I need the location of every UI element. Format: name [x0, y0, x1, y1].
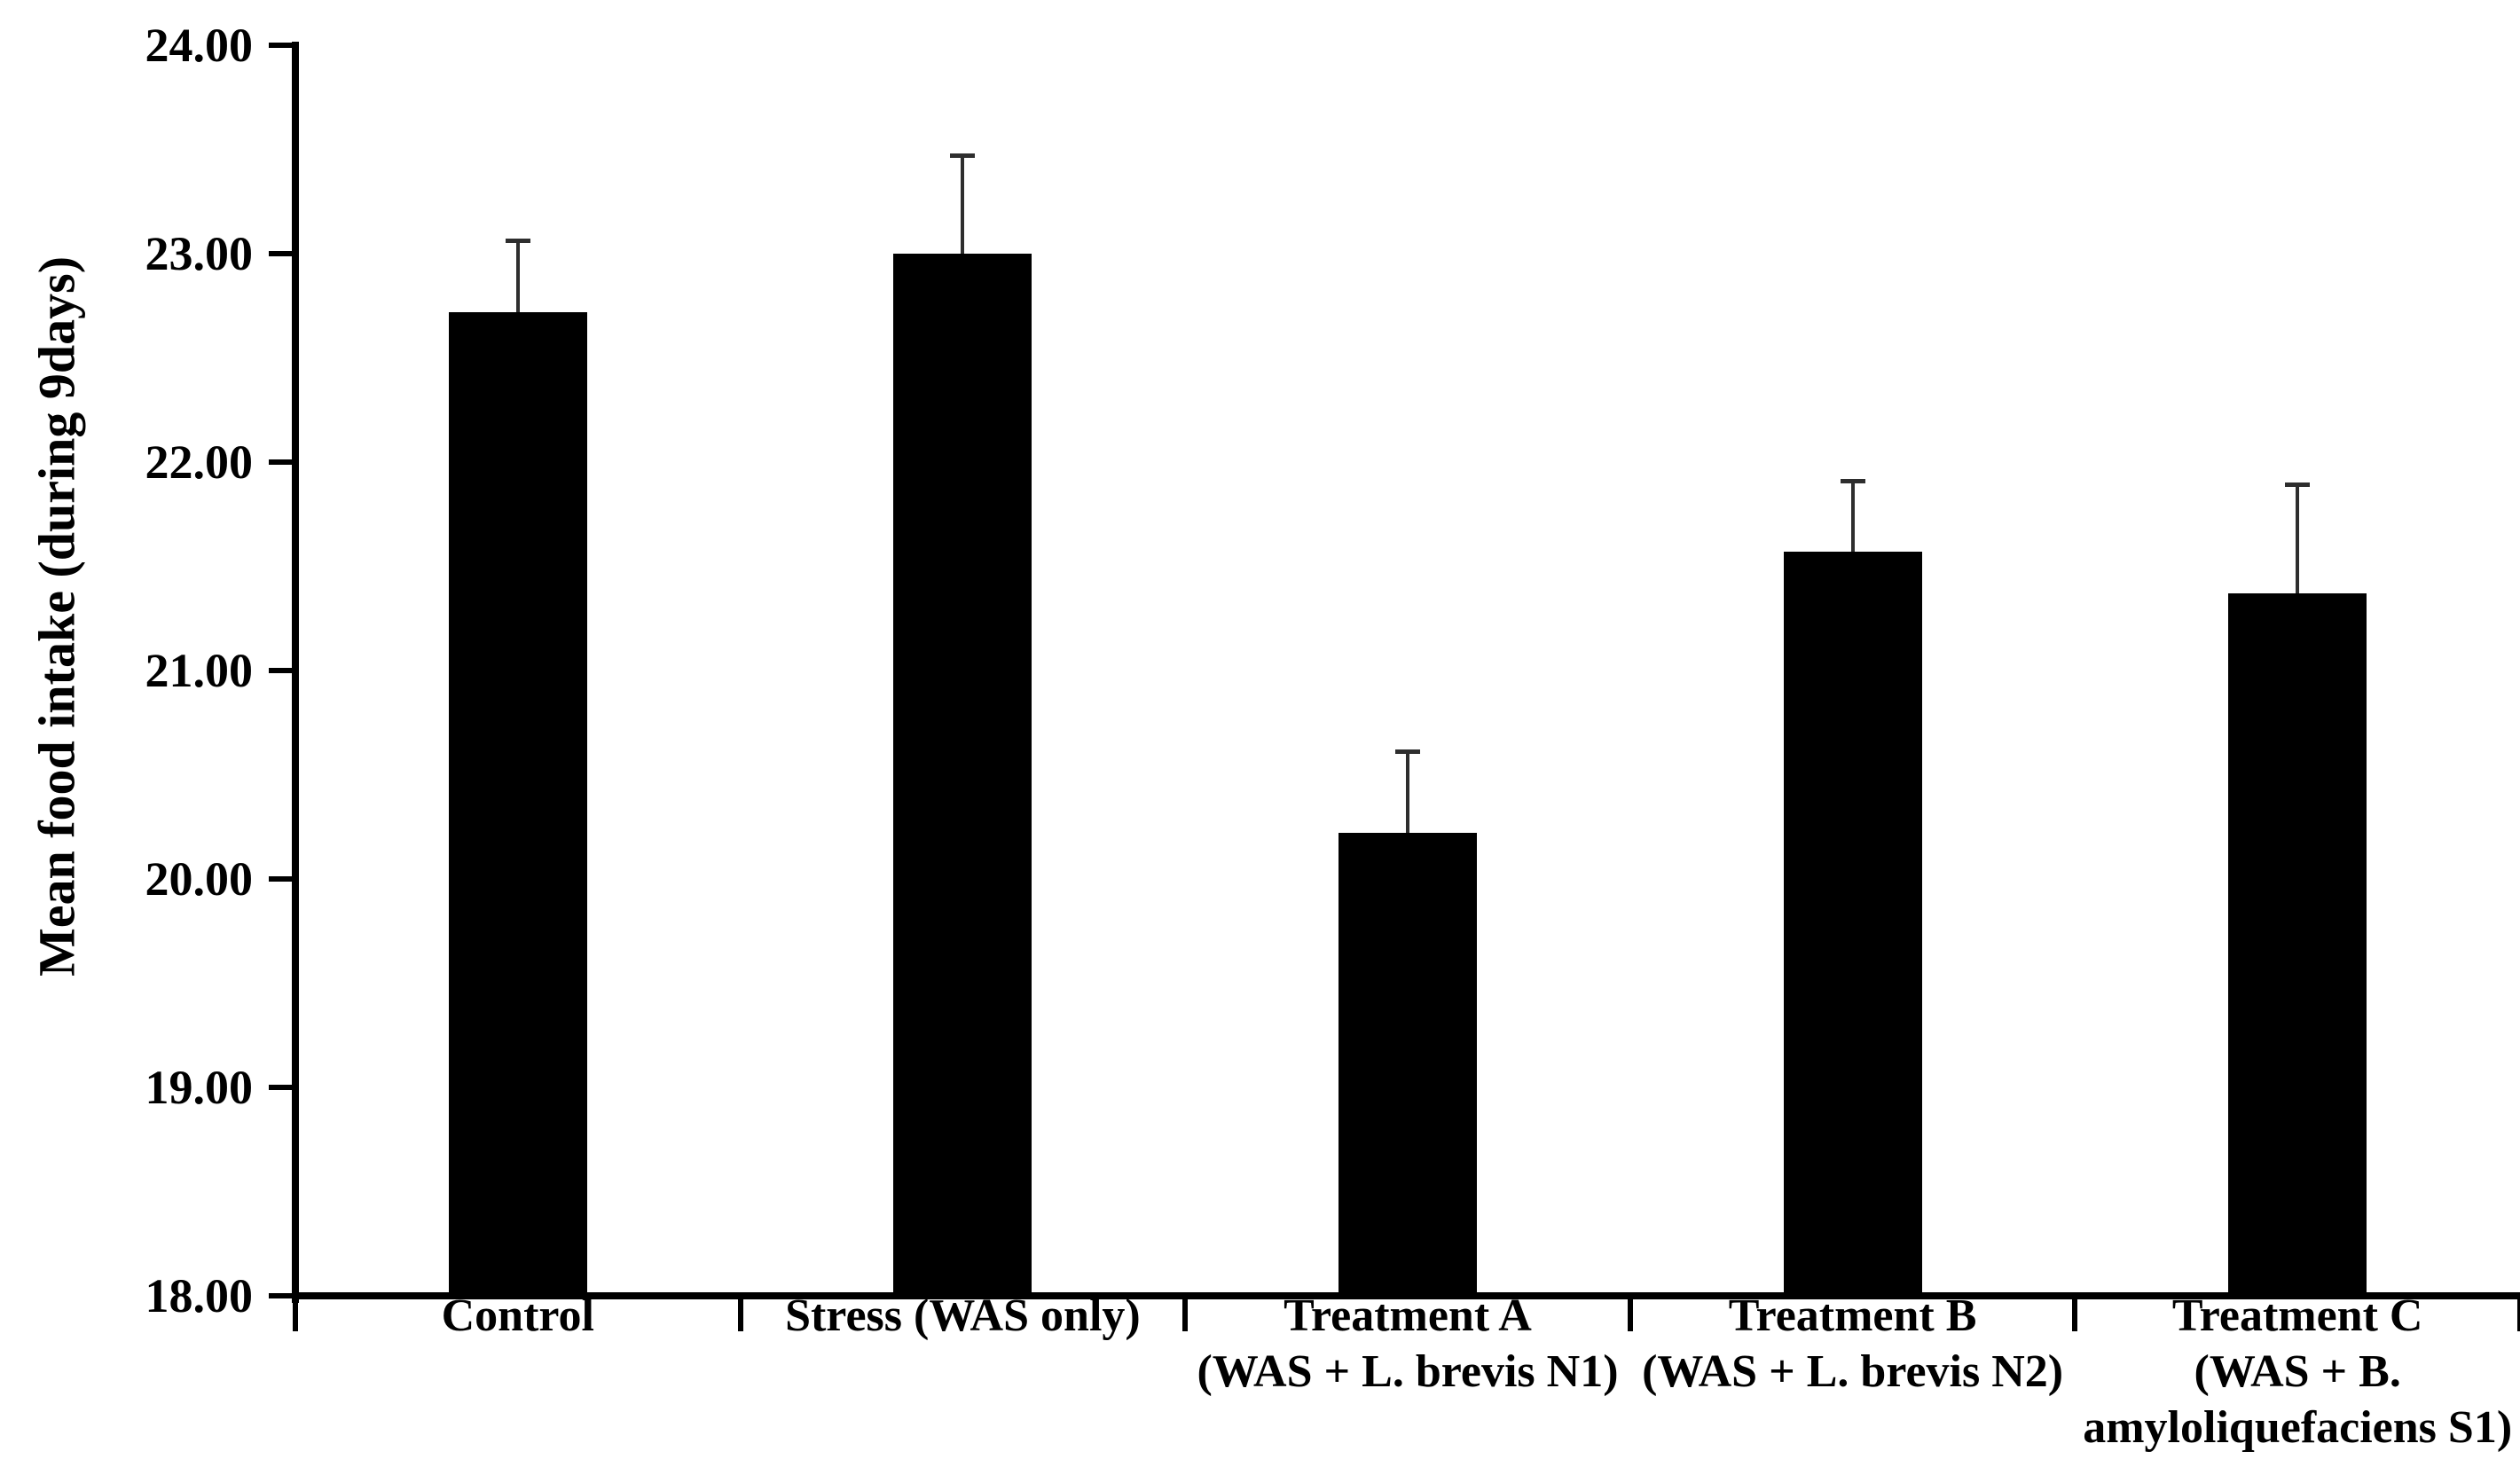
bar-1 [893, 254, 1032, 1296]
x-tick-label-3-line-1: (WAS + L. brevis N2) [1642, 1346, 2064, 1397]
bar-4 [2228, 593, 2367, 1296]
y-tick-mark-24.00 [269, 43, 295, 48]
y-tick-label-18.00: 18.00 [145, 1269, 254, 1322]
y-tick-mark-22.00 [269, 459, 295, 465]
x-tick-label-2-line-0: Treatment A [1284, 1290, 1532, 1341]
y-tick-label-24.00: 24.00 [145, 19, 254, 72]
y-tick-mark-23.00 [269, 251, 295, 256]
y-tick-label-22.00: 22.00 [145, 435, 254, 489]
y-tick-mark-21.00 [269, 668, 295, 673]
bar-0 [448, 311, 587, 1296]
bar-3 [1783, 552, 1922, 1296]
error-bar-line-1 [961, 155, 965, 254]
y-tick-mark-18.00 [269, 1293, 295, 1298]
x-tick-label-1: Stress (WAS only) [785, 1288, 1141, 1344]
y-tick-label-21.00: 21.00 [145, 644, 254, 697]
y-tick-mark-19.00 [269, 1085, 295, 1090]
y-tick-label-23.00: 23.00 [145, 227, 254, 280]
error-bar-line-0 [515, 240, 520, 312]
error-bar-line-2 [1406, 751, 1409, 834]
y-tick-mark-20.00 [269, 876, 295, 882]
x-tick-mark-1 [737, 1299, 743, 1331]
x-tick-label-4-line-1: (WAS + B. [2194, 1346, 2401, 1397]
x-axis-line [292, 1292, 2520, 1299]
y-tick-label-19.00: 19.00 [145, 1061, 254, 1114]
error-bar-line-4 [2296, 484, 2300, 594]
x-tick-label-0-line-0: Control [441, 1290, 594, 1341]
x-tick-mark-5 [2517, 1299, 2520, 1331]
x-tick-label-0: Control [442, 1288, 594, 1344]
error-bar-cap-2 [1395, 749, 1420, 755]
x-tick-label-4-line-2: amyloliquefaciens S1) [2083, 1402, 2513, 1453]
error-bar-cap-3 [1840, 478, 1865, 483]
x-tick-label-1-line-0: Stress (WAS only) [785, 1290, 1141, 1341]
y-tick-label-20.00: 20.00 [145, 852, 254, 906]
x-tick-mark-2 [1182, 1299, 1189, 1331]
error-bar-cap-4 [2285, 482, 2311, 488]
x-tick-mark-3 [1627, 1299, 1633, 1331]
x-tick-mark-4 [2072, 1299, 2078, 1331]
x-tick-label-2-line-1: (WAS + L. brevis N1) [1197, 1346, 1619, 1397]
error-bar-cap-0 [505, 239, 530, 244]
x-tick-label-3: Treatment B (WAS + L. brevis N2) [1642, 1288, 2063, 1400]
error-bar-line-3 [1850, 481, 1855, 553]
x-tick-label-4: Treatment C (WAS + B. amyloliquefaciens S1… [2083, 1288, 2512, 1455]
x-tick-mark-0 [293, 1299, 298, 1331]
x-tick-label-4-line-0: Treatment C [2171, 1290, 2423, 1341]
error-bar-cap-1 [950, 153, 976, 159]
x-tick-label-2: Treatment A (WAS + L. brevis N1) [1197, 1288, 1618, 1400]
bar-2 [1339, 833, 1477, 1296]
y-axis-line [292, 42, 299, 1303]
x-tick-label-3-line-0: Treatment B [1728, 1290, 1977, 1341]
